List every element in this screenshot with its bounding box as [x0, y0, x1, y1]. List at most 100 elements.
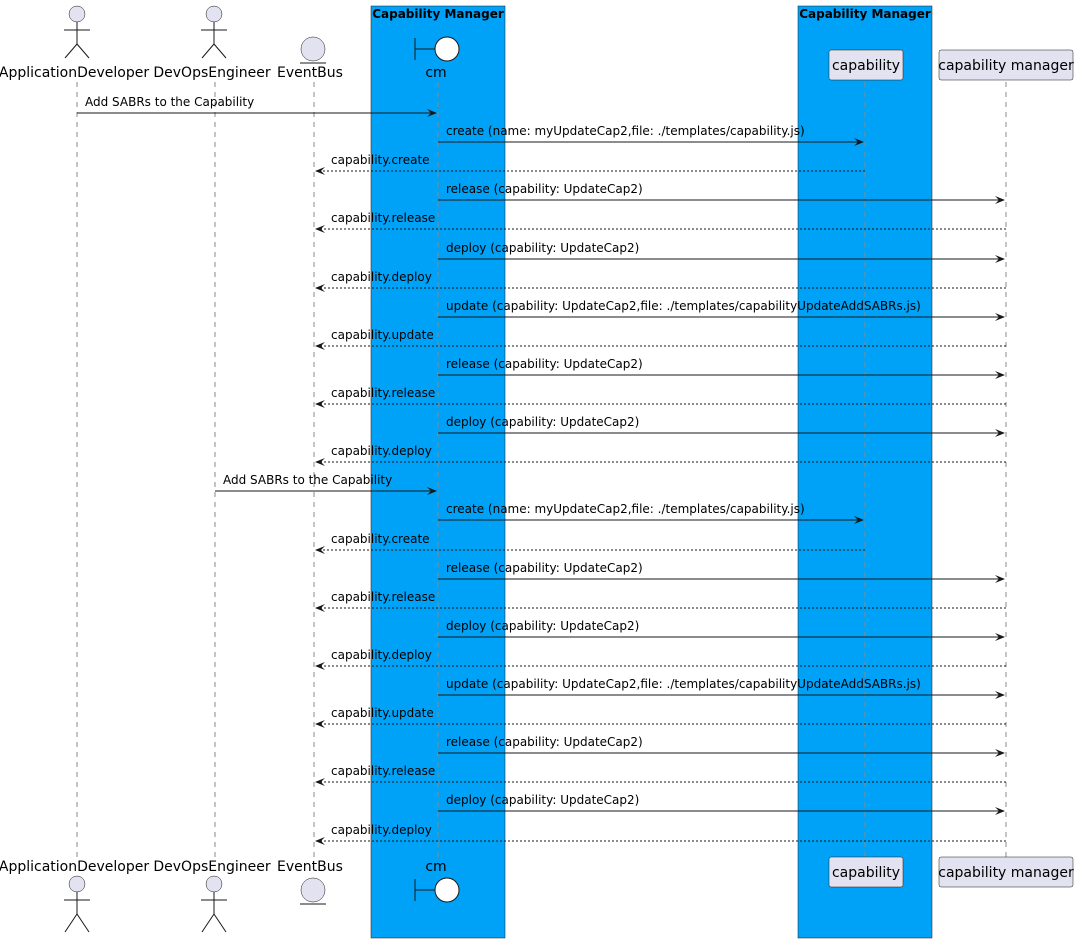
- message-9: capability.update: [315, 328, 1006, 350]
- entity-icon: [300, 36, 326, 64]
- message-label: update (capability: UpdateCap2,file: ./t…: [446, 299, 921, 313]
- message-label: deploy (capability: UpdateCap2): [446, 793, 639, 807]
- participant-label: ApplicationDeveloper: [0, 65, 149, 81]
- arrowhead-icon: [315, 778, 325, 786]
- arrowhead-icon: [427, 487, 437, 495]
- participant-devops-bottom: DevOpsEngineer: [153, 859, 271, 933]
- participant-cm-bottom: cm: [414, 859, 460, 903]
- participant-capmgr-bottom: capability manager: [938, 856, 1074, 888]
- participant-devops-top: DevOpsEngineer: [153, 5, 271, 81]
- arrowhead-icon: [315, 458, 325, 466]
- arrowhead-icon: [315, 400, 325, 408]
- message-label: capability.deploy: [331, 823, 432, 837]
- message-label: capability.create: [331, 153, 430, 167]
- messages: Add SABRs to the Capability create (name:…: [77, 95, 1006, 845]
- participant-cm-top: cm: [414, 36, 460, 81]
- arrowhead-icon: [315, 284, 325, 292]
- arrowhead-icon: [995, 313, 1005, 321]
- message-label: Add SABRs to the Capability: [223, 473, 392, 487]
- actor-icon: [64, 875, 90, 933]
- message-14: Add SABRs to the Capability: [215, 473, 437, 495]
- message-label: capability.release: [331, 590, 435, 604]
- message-label: deploy (capability: UpdateCap2): [446, 619, 639, 633]
- message-label: release (capability: UpdateCap2): [446, 735, 643, 749]
- message-21: update (capability: UpdateCap2,file: ./t…: [438, 677, 1005, 699]
- arrowhead-icon: [315, 167, 325, 175]
- boundary-icon: [414, 877, 460, 903]
- arrowhead-icon: [315, 720, 325, 728]
- message-label: release (capability: UpdateCap2): [446, 357, 643, 371]
- participant-label: EventBus: [277, 859, 343, 875]
- arrowhead-icon: [995, 575, 1005, 583]
- boundary-icon: [414, 36, 460, 62]
- message-3: capability.create: [315, 153, 865, 175]
- message-label: update (capability: UpdateCap2,file: ./t…: [446, 677, 921, 691]
- message-label: deploy (capability: UpdateCap2): [446, 241, 639, 255]
- message-label: capability.deploy: [331, 444, 432, 458]
- participant-capability-top: capability: [828, 49, 904, 81]
- message-10: release (capability: UpdateCap2): [438, 357, 1005, 379]
- arrowhead-icon: [315, 546, 325, 554]
- arrowhead-icon: [854, 516, 864, 524]
- message-label: capability.deploy: [331, 648, 432, 662]
- arrowhead-icon: [995, 255, 1005, 263]
- message-label: capability.release: [331, 386, 435, 400]
- participant-eventbus-top: EventBus: [277, 36, 343, 81]
- arrowhead-icon: [315, 604, 325, 612]
- participant-label: capability: [832, 865, 900, 881]
- box-cm-title: Capability Manager: [372, 7, 504, 21]
- participant-app-dev-top: ApplicationDeveloper: [0, 5, 149, 81]
- box-capability-title: Capability Manager: [799, 7, 931, 21]
- message-4: release (capability: UpdateCap2): [438, 182, 1005, 204]
- arrowhead-icon: [315, 342, 325, 350]
- message-19: deploy (capability: UpdateCap2): [438, 619, 1005, 641]
- message-23: release (capability: UpdateCap2): [438, 735, 1005, 757]
- arrowhead-icon: [995, 429, 1005, 437]
- message-22: capability.update: [315, 706, 1006, 728]
- message-16: capability.create: [315, 532, 865, 554]
- actor-icon: [201, 875, 227, 933]
- message-label: capability.update: [331, 328, 434, 342]
- message-11: capability.release: [315, 386, 1006, 408]
- message-6: deploy (capability: UpdateCap2): [438, 241, 1005, 263]
- actor-icon: [64, 5, 90, 59]
- arrowhead-icon: [995, 691, 1005, 699]
- message-13: capability.deploy: [315, 444, 1006, 466]
- arrowhead-icon: [315, 225, 325, 233]
- message-18: capability.release: [315, 590, 1006, 612]
- message-label: Add SABRs to the Capability: [85, 95, 254, 109]
- arrowhead-icon: [995, 371, 1005, 379]
- message-label: release (capability: UpdateCap2): [446, 182, 643, 196]
- entity-icon: [300, 877, 326, 905]
- message-label: capability.deploy: [331, 270, 432, 284]
- participant-label: ApplicationDeveloper: [0, 859, 149, 875]
- message-25: deploy (capability: UpdateCap2): [438, 793, 1005, 815]
- message-15: create (name: myUpdateCap2,file: ./templ…: [438, 502, 864, 524]
- arrowhead-icon: [995, 807, 1005, 815]
- message-12: deploy (capability: UpdateCap2): [438, 415, 1005, 437]
- participant-label: EventBus: [277, 65, 343, 81]
- participant-capability-bottom: capability: [828, 856, 904, 888]
- participant-label: cm: [425, 859, 446, 875]
- message-label: deploy (capability: UpdateCap2): [446, 415, 639, 429]
- arrowhead-icon: [995, 749, 1005, 757]
- message-label: create (name: myUpdateCap2,file: ./templ…: [446, 124, 805, 138]
- participant-label: capability: [832, 58, 900, 74]
- message-label: release (capability: UpdateCap2): [446, 561, 643, 575]
- message-label: create (name: myUpdateCap2,file: ./templ…: [446, 502, 805, 516]
- message-label: capability.update: [331, 706, 434, 720]
- participant-label: cm: [425, 65, 446, 81]
- participant-label: capability manager: [938, 865, 1074, 881]
- participant-eventbus-bottom: EventBus: [277, 859, 343, 905]
- participant-app-dev-bottom: ApplicationDeveloper: [0, 859, 149, 933]
- arrowhead-icon: [315, 837, 325, 845]
- message-label: capability.release: [331, 764, 435, 778]
- message-17: release (capability: UpdateCap2): [438, 561, 1005, 583]
- arrowhead-icon: [427, 109, 437, 117]
- participant-label: capability manager: [938, 58, 1074, 74]
- actor-icon: [201, 5, 227, 59]
- arrowhead-icon: [995, 196, 1005, 204]
- message-label: capability.create: [331, 532, 430, 546]
- participant-label: DevOpsEngineer: [153, 65, 270, 81]
